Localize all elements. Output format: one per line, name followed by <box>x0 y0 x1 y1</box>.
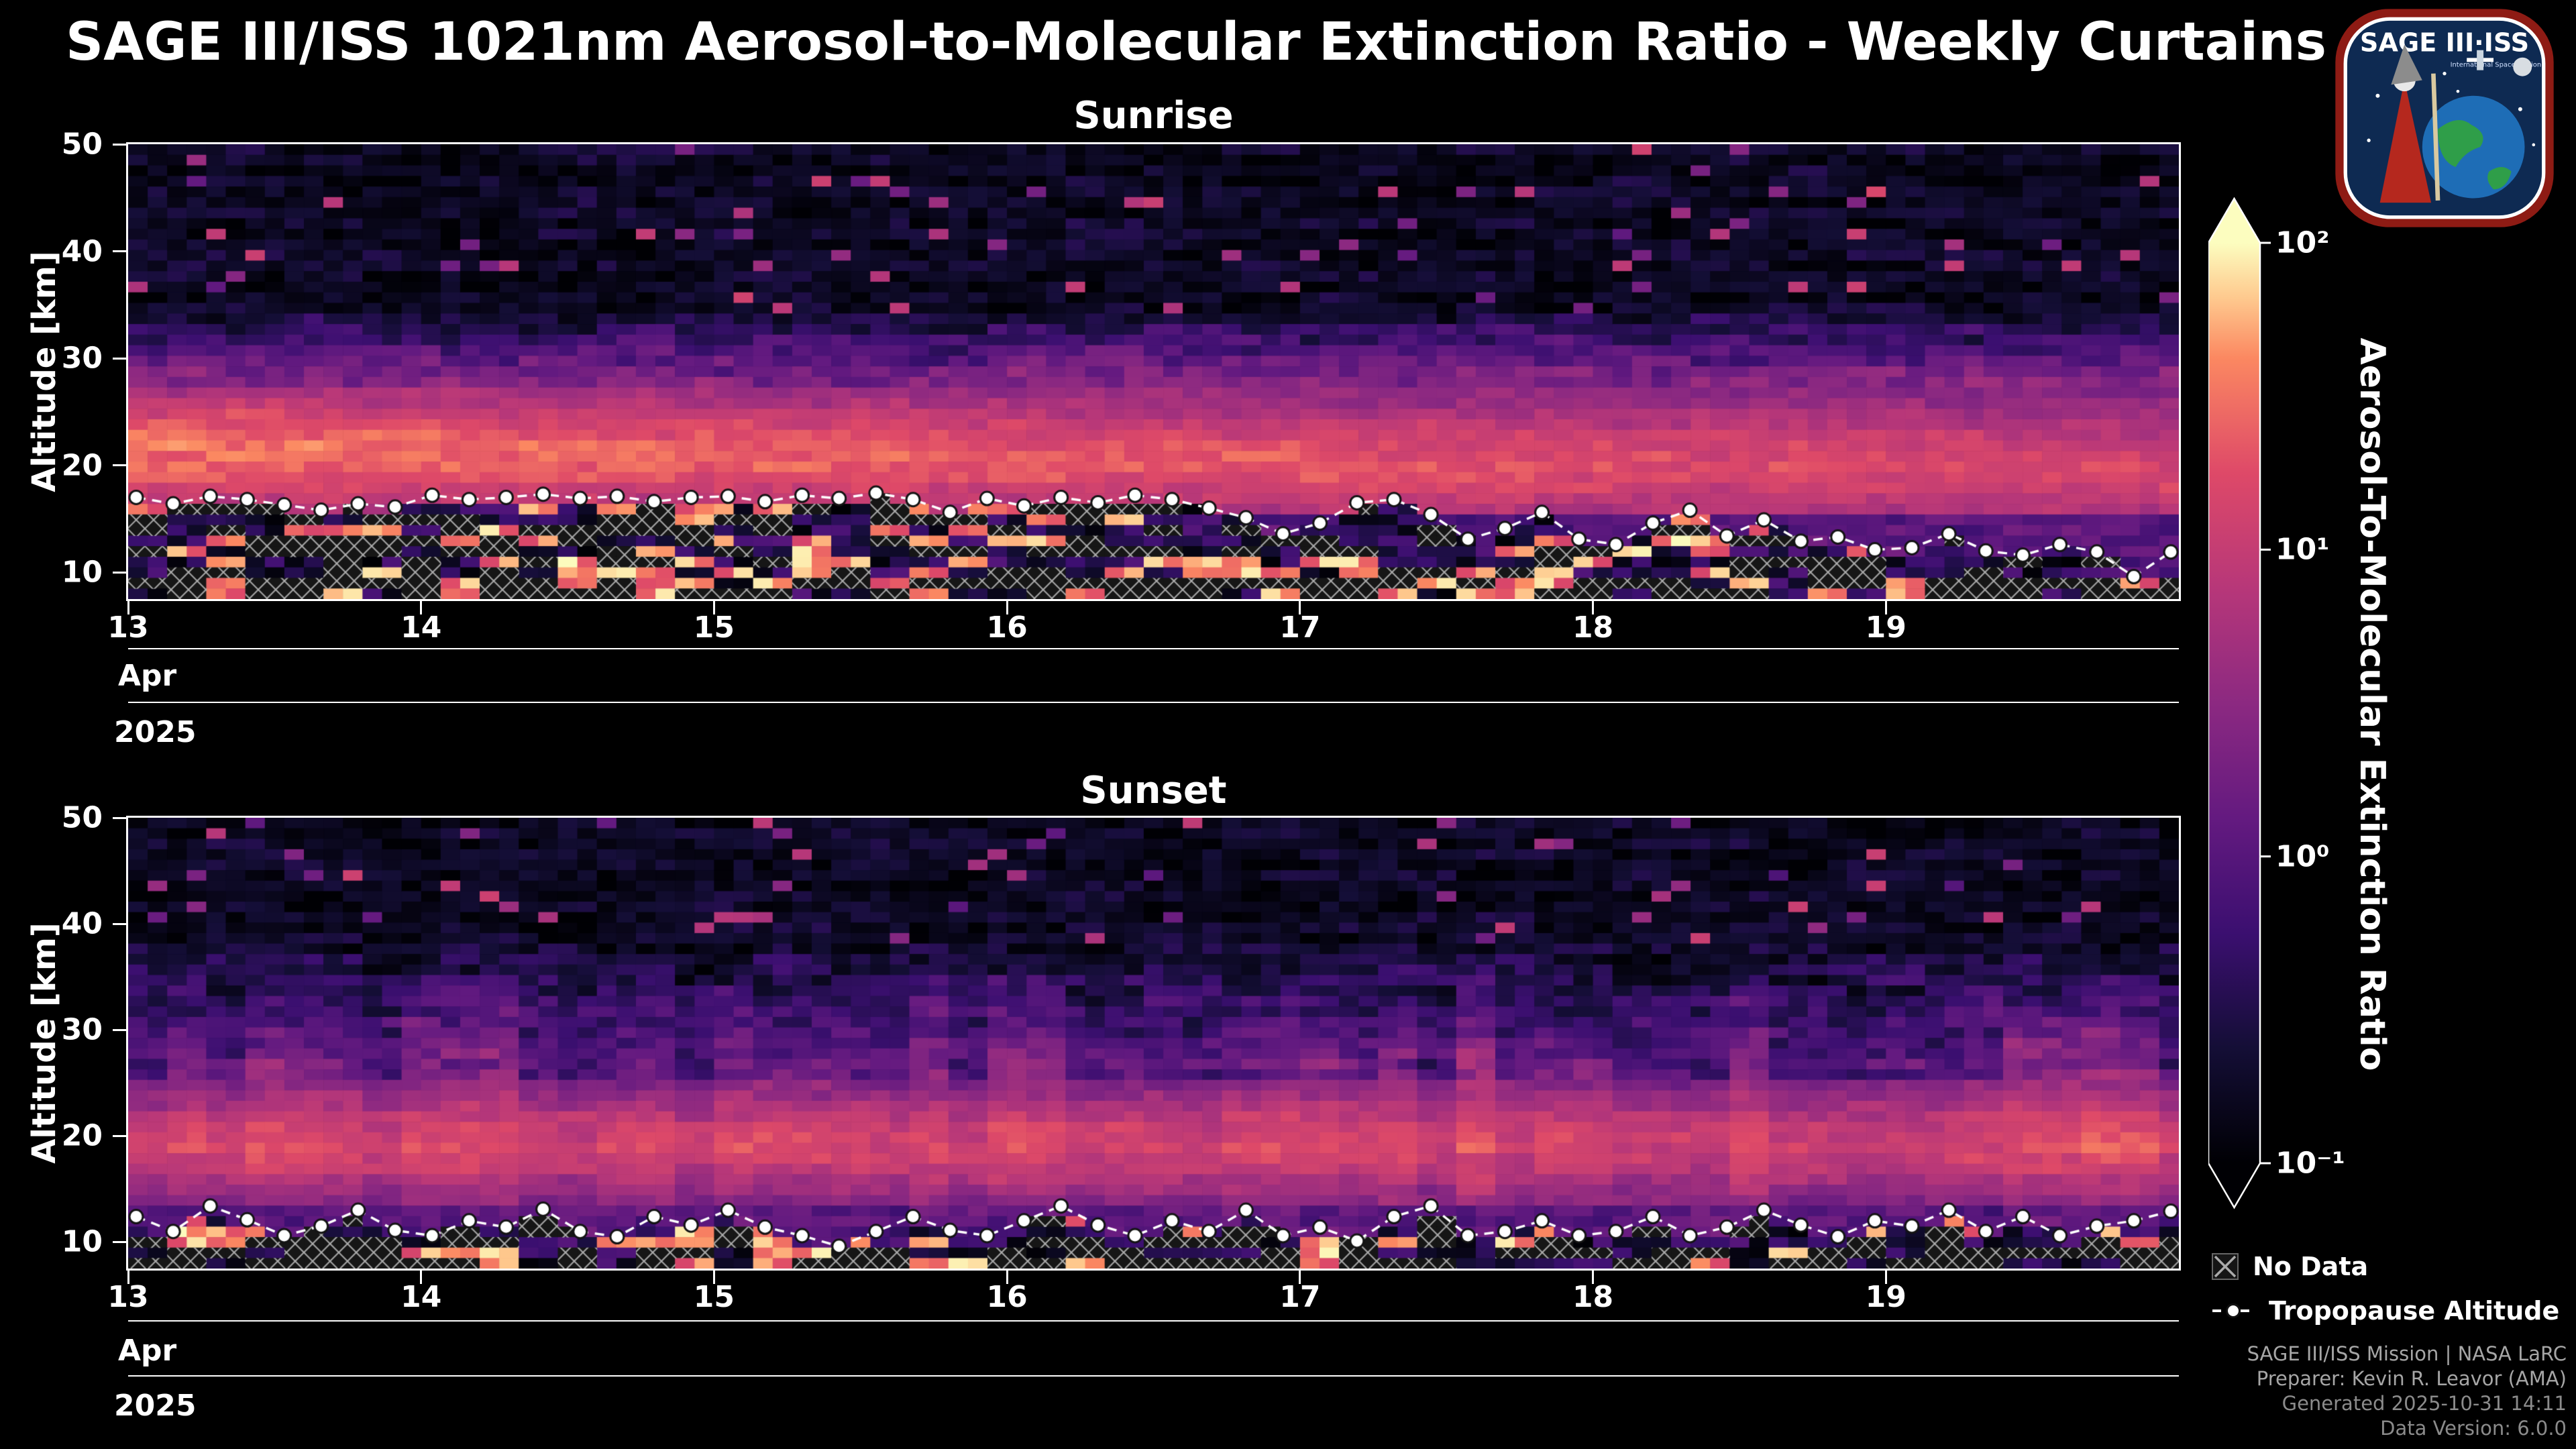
colorbar <box>2207 197 2275 1213</box>
y-tick-label: 20 <box>61 448 103 483</box>
month-label-sunset: Apr <box>118 1334 177 1368</box>
colorbar-label: Aerosol-To-Molecular Extinction Ratio <box>2352 337 2392 1071</box>
y-tick-label: 50 <box>61 127 103 162</box>
panel-title-sunset: Sunset <box>1080 769 1227 812</box>
y-tick <box>113 250 126 253</box>
logo-continent <box>2438 120 2483 168</box>
y-tick <box>113 357 126 360</box>
legend-tropopause: Tropopause Altitude <box>2211 1296 2559 1326</box>
colorbar-tick-label: 10¹ <box>2275 532 2330 567</box>
x-tick-label: 16 <box>986 1280 1028 1314</box>
x-tick-label: 14 <box>400 610 442 645</box>
x-tick <box>1006 601 1008 614</box>
y-tick <box>113 1134 126 1137</box>
date-axis-separator <box>128 1375 2179 1377</box>
x-tick <box>420 601 423 614</box>
x-tick-label: 15 <box>693 1280 735 1314</box>
y-tick-label: 30 <box>61 341 103 376</box>
logo-title: SAGE III·ISS <box>2360 28 2529 58</box>
x-tick <box>712 601 715 614</box>
logo-iss <box>2477 50 2484 70</box>
month-label-sunrise: Apr <box>118 659 177 693</box>
x-tick-label: 17 <box>1279 1280 1321 1314</box>
logo-wizard-staff <box>2431 73 2440 201</box>
logo-continent <box>2487 167 2512 190</box>
legend-tropopause-label: Tropopause Altitude <box>2269 1296 2560 1326</box>
y-tick <box>113 1028 126 1031</box>
logo-wizard-robe <box>2379 80 2432 203</box>
date-axis-separator <box>128 702 2179 703</box>
y-tick-label: 10 <box>61 555 103 590</box>
x-tick <box>1592 601 1595 614</box>
year-label-sunrise: 2025 <box>114 715 197 749</box>
x-tick-label: 17 <box>1279 610 1321 645</box>
sunset-curtain-canvas <box>128 818 2179 1269</box>
x-tick <box>1884 601 1887 614</box>
logo-subtitle: International Space Station <box>2451 62 2542 69</box>
sunset-heatmap-panel <box>126 816 2181 1271</box>
page-title: SAGE III/ISS 1021nm Aerosol-to-Molecular… <box>66 12 2327 72</box>
y-tick-label: 20 <box>61 1118 103 1153</box>
colorbar-tick-label: 10⁻¹ <box>2275 1146 2345 1181</box>
colorbar-tick-label: 10⁰ <box>2275 839 2330 874</box>
y-tick-label: 40 <box>61 906 103 941</box>
y-tick <box>113 571 126 574</box>
x-tick-label: 18 <box>1572 1280 1614 1314</box>
footer-line: SAGE III/ISS Mission | NASA LaRC <box>2247 1342 2567 1365</box>
legend-no-data: No Data <box>2211 1252 2368 1281</box>
footer-line: Preparer: Kevin R. Leavor (AMA) <box>2256 1367 2567 1390</box>
y-tick <box>113 143 126 146</box>
x-tick-label: 19 <box>1865 610 1907 645</box>
panel-title-sunrise: Sunrise <box>1073 94 1234 138</box>
colorbar-gradient <box>2207 197 2271 1210</box>
x-tick-label: 18 <box>1572 610 1614 645</box>
x-tick-label: 14 <box>400 1280 442 1314</box>
x-tick <box>1299 601 1301 614</box>
x-tick <box>420 1271 423 1284</box>
y-tick <box>113 816 126 819</box>
footer-credits: SAGE III/ISS Mission | NASA LaRC Prepare… <box>2247 1342 2567 1441</box>
y-tick-label: 10 <box>61 1224 103 1259</box>
x-tick <box>1592 1271 1595 1284</box>
x-tick-label: 13 <box>107 1280 149 1314</box>
x-tick <box>1006 1271 1008 1284</box>
footer-line: Generated 2025-10-31 14:11 <box>2282 1392 2567 1415</box>
logo-wizard-hat <box>2391 44 2422 85</box>
x-tick-label: 19 <box>1865 1280 1907 1314</box>
colorbar-tick-label: 10² <box>2275 225 2330 260</box>
x-tick <box>127 1271 129 1284</box>
x-tick-label: 15 <box>693 610 735 645</box>
y-tick <box>113 1240 126 1243</box>
no-data-hatch-icon <box>2212 1253 2239 1280</box>
y-tick-label: 30 <box>61 1012 103 1047</box>
tropopause-marker-icon <box>2212 1303 2254 1318</box>
x-tick-label: 13 <box>107 610 149 645</box>
sunrise-curtain-canvas <box>128 144 2179 599</box>
footer-line: Data Version: 6.0.0 <box>2380 1417 2567 1440</box>
x-tick <box>1299 1271 1301 1284</box>
y-tick-label: 40 <box>61 234 103 269</box>
logo-moon <box>2513 57 2532 76</box>
colorbar-bar <box>2207 197 2261 1210</box>
date-axis-separator <box>128 1320 2179 1322</box>
x-tick <box>712 1271 715 1284</box>
x-tick-label: 16 <box>986 610 1028 645</box>
x-tick <box>127 601 129 614</box>
sage-iii-iss-logo: SAGE III·ISS International Space Station <box>2335 9 2554 227</box>
date-axis-separator <box>128 648 2179 649</box>
y-tick-label: 50 <box>61 800 103 835</box>
year-label-sunset: 2025 <box>114 1389 197 1423</box>
y-tick <box>113 922 126 925</box>
x-tick <box>1884 1271 1887 1284</box>
legend-no-data-label: No Data <box>2253 1252 2369 1281</box>
y-tick <box>113 464 126 467</box>
sunrise-heatmap-panel <box>126 142 2181 601</box>
